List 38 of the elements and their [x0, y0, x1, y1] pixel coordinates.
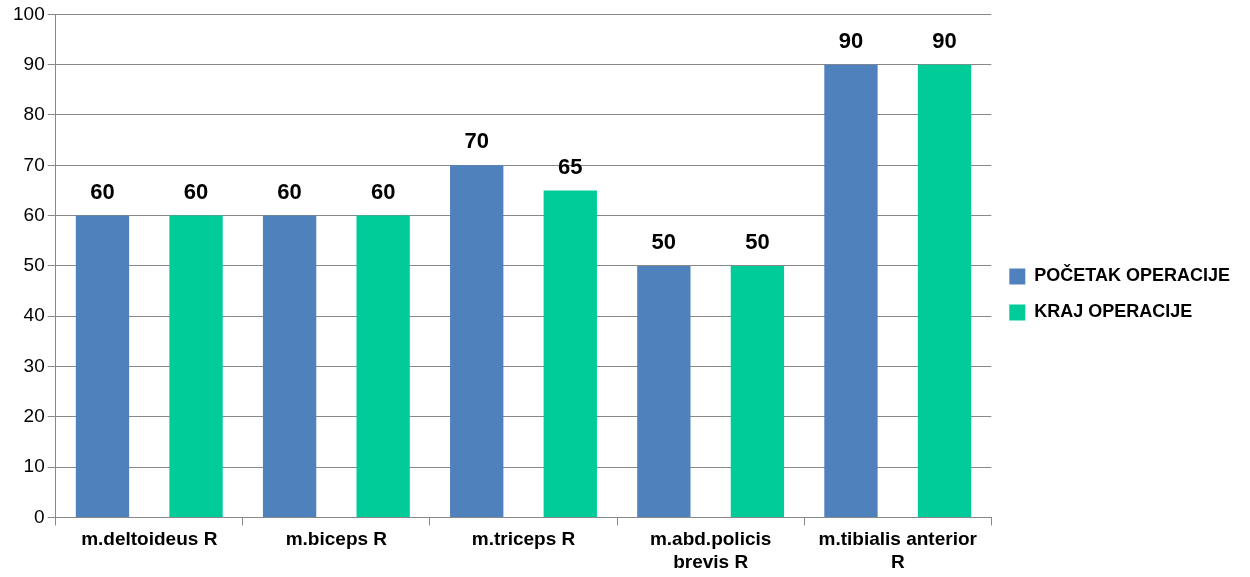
- y-tick-label: 30: [23, 354, 45, 376]
- data-label: 90: [838, 27, 864, 53]
- y-tick-label: 50: [23, 254, 45, 276]
- bar: [917, 64, 972, 517]
- y-tick-label: 0: [34, 505, 45, 527]
- data-label: 65: [558, 153, 583, 179]
- y-tick-label: 20: [23, 405, 45, 427]
- bar: [169, 215, 223, 517]
- y-tick-label: 100: [13, 2, 45, 24]
- bar: [730, 265, 785, 517]
- y-tick-label: 10: [23, 455, 45, 477]
- data-label: 50: [745, 228, 770, 254]
- x-tick-label: m.triceps R: [471, 528, 576, 550]
- data-label: 60: [183, 178, 209, 204]
- bar: [75, 215, 130, 517]
- bar: [637, 265, 691, 517]
- x-tick-label: m.tibialis anterior R: [818, 528, 978, 572]
- legend-label: POČETAK OPERACIJE: [1034, 264, 1231, 286]
- data-label: 50: [651, 228, 677, 254]
- data-label: 60: [370, 178, 396, 204]
- y-tick-label: 70: [23, 153, 45, 175]
- x-tick-label: m.abd.policis brevis R: [649, 528, 772, 572]
- y-tick-label: 40: [23, 304, 45, 326]
- legend-label: KRAJ OPERACIJE: [1034, 301, 1193, 322]
- y-tick-label: 60: [23, 203, 45, 225]
- x-tick-label: m.biceps R: [285, 528, 388, 550]
- x-tick-label: m.deltoideus R: [81, 528, 218, 550]
- y-tick-label: 80: [23, 103, 45, 125]
- data-label: 60: [277, 178, 302, 204]
- bar: [824, 64, 878, 517]
- bar: [450, 165, 504, 517]
- data-label: 70: [464, 128, 489, 154]
- bar: [543, 190, 597, 517]
- bar: [262, 215, 317, 517]
- data-label: 60: [90, 178, 115, 204]
- y-tick-label: 90: [23, 52, 45, 74]
- data-label: 90: [932, 27, 957, 53]
- bar: [356, 215, 410, 517]
